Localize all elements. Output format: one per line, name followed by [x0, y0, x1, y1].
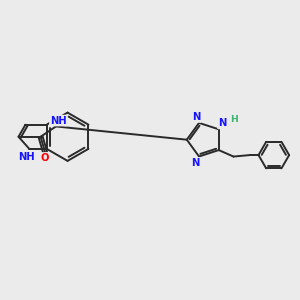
Text: H: H — [230, 116, 238, 124]
Text: NH: NH — [18, 152, 34, 162]
Text: N: N — [218, 118, 226, 128]
Text: NH: NH — [50, 116, 67, 126]
Text: O: O — [41, 153, 49, 163]
Text: N: N — [191, 158, 200, 168]
Text: N: N — [193, 112, 201, 122]
